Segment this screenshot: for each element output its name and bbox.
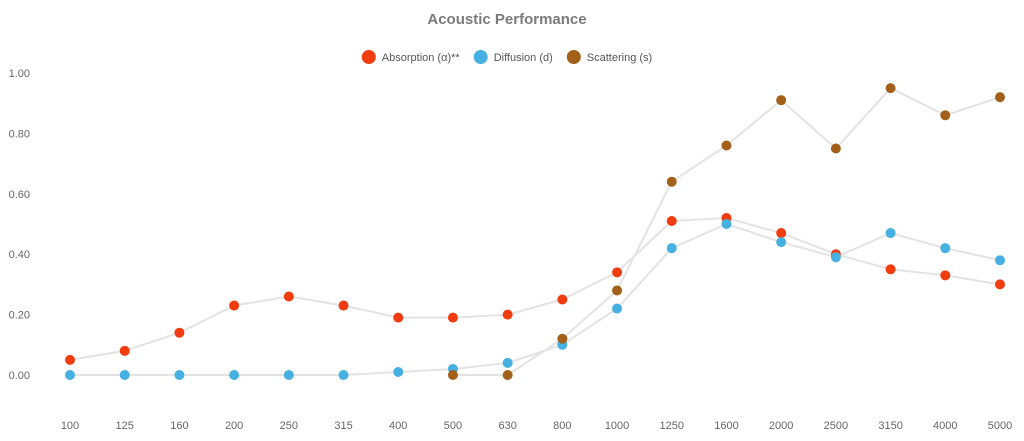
- scattering-point[interactable]: [666, 176, 677, 187]
- x-tick-label: 500: [444, 420, 462, 432]
- x-tick-label: 1600: [714, 420, 738, 432]
- scattering-point[interactable]: [776, 95, 787, 106]
- y-tick-label: 1.00: [9, 68, 30, 80]
- x-tick-label: 1000: [605, 420, 629, 432]
- absorption-point[interactable]: [229, 300, 240, 311]
- x-tick-label: 250: [280, 420, 298, 432]
- absorption-point[interactable]: [393, 312, 404, 323]
- absorption-point[interactable]: [940, 270, 951, 281]
- absorption-point[interactable]: [557, 294, 568, 305]
- diffusion-point[interactable]: [502, 357, 513, 368]
- absorption-point[interactable]: [447, 312, 458, 323]
- scattering-point[interactable]: [447, 370, 458, 380]
- y-tick-label: 0.60: [9, 189, 30, 201]
- y-tick-label: 0.40: [9, 249, 30, 261]
- absorption-point[interactable]: [995, 279, 1005, 290]
- absorption-point[interactable]: [666, 215, 677, 226]
- absorption-point[interactable]: [502, 309, 513, 320]
- absorption-point[interactable]: [174, 327, 185, 338]
- absorption-point[interactable]: [885, 264, 896, 275]
- diffusion-point[interactable]: [995, 255, 1005, 266]
- scattering-point[interactable]: [830, 143, 841, 154]
- scattering-series-line: [452, 87, 1001, 376]
- series-lines: [69, 87, 1001, 376]
- diffusion-point[interactable]: [174, 370, 185, 380]
- scattering-point[interactable]: [502, 370, 513, 380]
- legend: Absorption (α)** Diffusion (d) Scattering …: [361, 50, 652, 64]
- diffusion-point[interactable]: [338, 370, 349, 380]
- scattering-point[interactable]: [940, 110, 951, 121]
- diffusion-point[interactable]: [119, 370, 130, 380]
- absorption-series-line: [69, 216, 1001, 361]
- legend-label: Scattering (s): [587, 52, 652, 64]
- x-tick-label: 3150: [878, 420, 902, 432]
- series-points: [65, 83, 1005, 380]
- diffusion-series-line: [70, 223, 1001, 376]
- x-tick-label: 630: [498, 420, 516, 432]
- x-tick-label: 160: [170, 420, 188, 432]
- x-tick-label: 2500: [824, 420, 848, 432]
- legend-item-diffusion[interactable]: Diffusion (d): [473, 50, 553, 64]
- x-tick-label: 400: [389, 420, 407, 432]
- x-tick-label: 100: [61, 420, 79, 432]
- legend-marker: [361, 50, 376, 64]
- diffusion-point[interactable]: [940, 243, 951, 254]
- x-tick-label: 4000: [933, 420, 957, 432]
- absorption-point[interactable]: [119, 345, 130, 356]
- x-tick-label: 125: [116, 420, 134, 432]
- y-axis: 0.00 0.20 0.40 0.60 0.80 1.00: [9, 68, 30, 382]
- legend-item-absorption[interactable]: Absorption (α)**: [361, 50, 461, 64]
- x-tick-label: 315: [334, 420, 352, 432]
- absorption-point[interactable]: [283, 291, 294, 302]
- scattering-point[interactable]: [612, 285, 623, 296]
- absorption-point[interactable]: [612, 267, 623, 278]
- x-tick-label: 800: [553, 420, 571, 432]
- diffusion-point[interactable]: [283, 370, 294, 380]
- y-tick-label: 0.20: [9, 310, 30, 322]
- y-tick-label: 0.80: [9, 128, 30, 140]
- x-tick-label: 2000: [769, 420, 793, 432]
- diffusion-point[interactable]: [666, 243, 677, 254]
- diffusion-point[interactable]: [393, 366, 404, 377]
- y-tick-label: 0.00: [9, 370, 30, 382]
- x-axis: 100 125 160 200 250 315 400 500 630 800 1000 1250 16…: [61, 420, 1012, 432]
- legend-item-scattering[interactable]: Scattering (s): [566, 50, 652, 64]
- x-tick-label: 1250: [660, 420, 684, 432]
- x-tick-label: 200: [225, 420, 243, 432]
- legend-marker: [566, 50, 581, 64]
- scattering-point[interactable]: [885, 83, 896, 94]
- chart-title: Acoustic Performance: [427, 11, 586, 28]
- scattering-point[interactable]: [557, 333, 568, 344]
- diffusion-point[interactable]: [776, 237, 787, 248]
- diffusion-point[interactable]: [229, 370, 240, 380]
- diffusion-point[interactable]: [612, 303, 623, 314]
- absorption-point[interactable]: [65, 354, 75, 365]
- absorption-point[interactable]: [776, 228, 787, 239]
- diffusion-point[interactable]: [885, 228, 896, 239]
- legend-label: Absorption (α)**: [382, 52, 461, 64]
- diffusion-point[interactable]: [721, 219, 732, 229]
- legend-label: Diffusion (d): [494, 52, 553, 64]
- absorption-point[interactable]: [338, 300, 349, 311]
- scattering-point[interactable]: [995, 92, 1005, 103]
- diffusion-point[interactable]: [65, 370, 75, 380]
- scattering-point[interactable]: [721, 140, 732, 151]
- diffusion-point[interactable]: [830, 252, 841, 263]
- x-tick-label: 5000: [988, 420, 1012, 432]
- legend-marker: [473, 50, 488, 64]
